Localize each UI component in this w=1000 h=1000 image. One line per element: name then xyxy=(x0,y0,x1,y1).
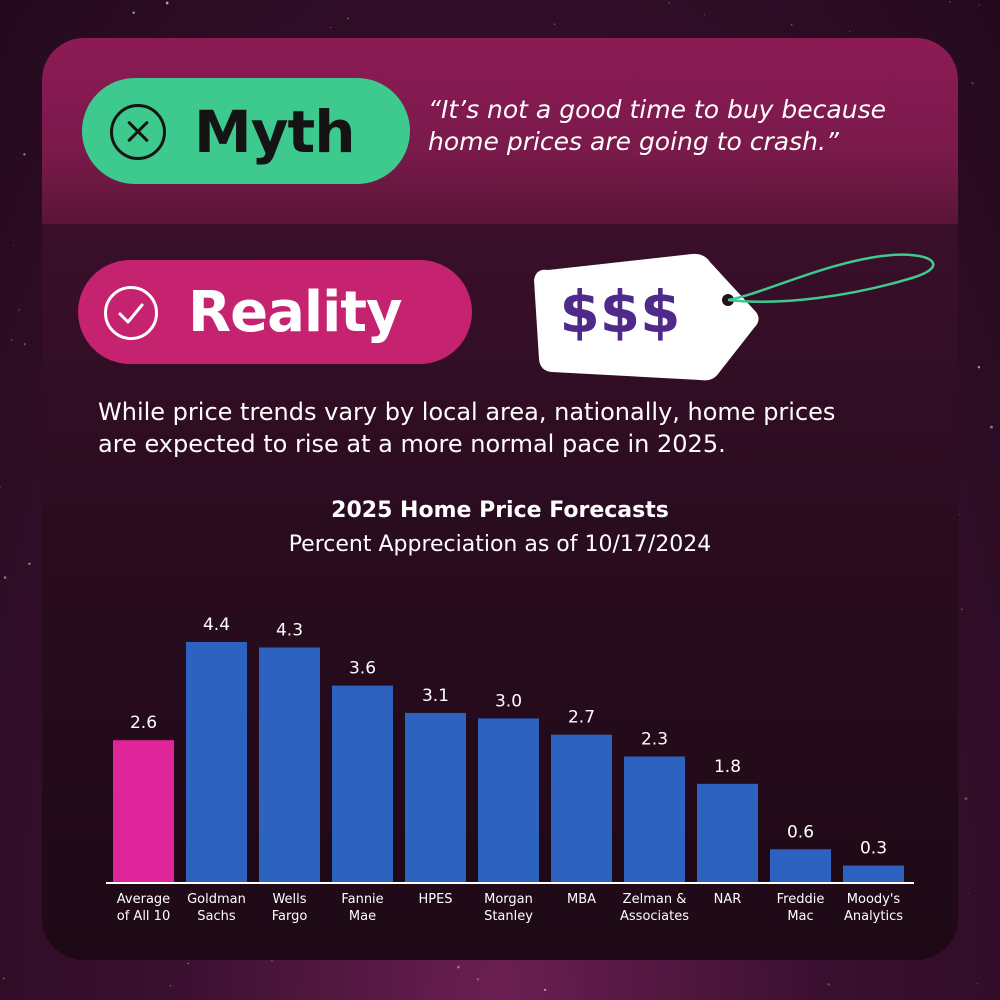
category-label: NAR xyxy=(714,892,742,907)
star-dot xyxy=(978,4,980,6)
star-dot xyxy=(10,339,13,342)
star-dot xyxy=(187,962,189,965)
star-dot xyxy=(967,892,969,895)
bar-value-label: 0.6 xyxy=(787,822,814,842)
category-label: Fannie xyxy=(341,892,383,907)
price-tag-text: $$$ xyxy=(559,278,680,346)
bar-value-label: 3.1 xyxy=(422,686,449,706)
star-dot xyxy=(23,153,26,156)
category-label: Associates xyxy=(620,909,689,924)
star-dot xyxy=(703,14,706,16)
bar-value-label: 4.4 xyxy=(203,615,230,635)
reality-badge: Reality xyxy=(78,260,472,364)
star-dot xyxy=(2,977,5,980)
category-label: Stanley xyxy=(484,909,533,924)
bar xyxy=(624,756,685,882)
star-dot xyxy=(849,30,851,32)
bar xyxy=(478,718,539,882)
myth-band: Myth “It’s not a good time to buy becaus… xyxy=(42,38,958,224)
category-label: Moody's xyxy=(847,892,901,907)
star-dot xyxy=(976,983,978,985)
category-label: Zelman & xyxy=(623,892,687,907)
category-label: Goldman xyxy=(187,892,246,907)
category-label: of All 10 xyxy=(117,909,170,924)
star-dot xyxy=(964,797,968,801)
chart-title: 2025 Home Price Forecasts xyxy=(331,498,669,523)
star-dot xyxy=(18,308,21,311)
star-dot xyxy=(977,366,981,369)
category-label: MBA xyxy=(567,892,596,907)
category-label: Mac xyxy=(787,909,813,924)
category-label: Fargo xyxy=(272,909,308,924)
bar xyxy=(259,647,320,882)
star-dot xyxy=(169,984,172,987)
star-dot xyxy=(165,1,169,5)
star-dot xyxy=(553,23,556,25)
star-dot xyxy=(457,965,460,969)
check-circle-icon xyxy=(104,286,158,340)
myth-quote: “It’s not a good time to buy because hom… xyxy=(428,95,886,156)
myth-badge: Myth xyxy=(82,78,410,184)
star-dot xyxy=(668,2,670,4)
chart-subtitle: Percent Appreciation as of 10/17/2024 xyxy=(288,532,712,557)
bar-value-label: 1.8 xyxy=(714,757,741,777)
category-label: Freddie xyxy=(777,892,825,907)
bar xyxy=(770,849,831,882)
category-label: Sachs xyxy=(197,909,236,924)
myth-label: Myth xyxy=(194,98,356,166)
reality-label: Reality xyxy=(188,280,403,345)
star-dot xyxy=(990,425,993,429)
category-label: Average xyxy=(117,892,170,907)
star-dot xyxy=(294,998,295,1000)
star-dot xyxy=(949,1,951,3)
bar-value-label: 3.6 xyxy=(349,659,376,679)
star-dot xyxy=(271,959,273,962)
category-label: Morgan xyxy=(484,892,533,907)
bar xyxy=(843,865,904,882)
star-dot xyxy=(28,562,31,565)
bar xyxy=(697,783,758,882)
bar-value-label: 3.0 xyxy=(495,691,522,711)
bar-value-label: 4.3 xyxy=(276,621,303,641)
bar-value-label: 0.3 xyxy=(860,839,887,859)
star-dot xyxy=(827,983,830,986)
price-tag-icon: $$$ xyxy=(534,253,935,381)
star-dot xyxy=(168,36,170,38)
bar xyxy=(186,642,247,882)
bar-value-label: 2.7 xyxy=(568,708,595,728)
star-dot xyxy=(476,977,480,981)
bar xyxy=(405,712,466,882)
star-dot xyxy=(544,988,547,992)
category-label: Analytics xyxy=(844,909,903,924)
star-dot xyxy=(12,244,14,246)
star-dot xyxy=(790,23,793,26)
star-dot xyxy=(653,7,655,9)
star-dot xyxy=(330,27,332,28)
star-dot xyxy=(347,17,349,19)
category-label: Wells xyxy=(272,892,306,907)
category-label: Mae xyxy=(349,909,376,924)
star-dot xyxy=(971,81,974,85)
star-dot xyxy=(960,608,963,610)
star-dot xyxy=(3,576,7,579)
star-dot xyxy=(23,343,26,346)
bar-value-label: 2.3 xyxy=(641,730,668,750)
bar xyxy=(113,740,174,882)
bar-value-label: 2.6 xyxy=(130,713,157,733)
category-label: HPES xyxy=(418,892,452,907)
star-dot xyxy=(0,486,1,489)
star-dot xyxy=(974,177,976,179)
reality-description: While price trends vary by local area, n… xyxy=(98,398,836,458)
x-circle-icon xyxy=(110,104,166,160)
star-dot xyxy=(959,513,960,515)
bar xyxy=(551,734,612,882)
bar xyxy=(332,685,393,882)
star-dot xyxy=(132,11,135,14)
